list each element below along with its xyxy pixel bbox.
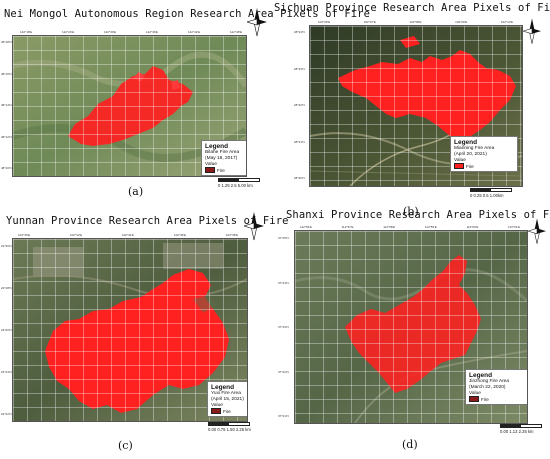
legend-value-label: Value — [469, 391, 481, 397]
panel-d-scale: 0.00 1.13 2.25 km — [500, 424, 542, 434]
legend-date: (April 20, 2021) — [454, 151, 487, 157]
panel-a-top-ticks: 122°18'E 122°24'E 122°30'E 122°36'E 122°42'E… — [20, 30, 242, 34]
panel-d-map: Legend Jinzhong Fire Area (March 22, 202… — [294, 230, 528, 424]
panel-c-label: (c) — [118, 439, 133, 452]
panel-b-map: Legend Mianning Fire Area (April 20, 202… — [309, 25, 523, 187]
panel-c-map: Legend Yuxi Fire Area (April 15, 2021) V… — [12, 238, 248, 422]
legend-name: Yuxi Fire Area — [211, 391, 241, 396]
panel-a-map: Legend Bilahe Fire Area (May 18, 2017) V… — [12, 35, 247, 177]
legend-value-label: Value — [205, 162, 217, 168]
panel-b-scale: 0 0.25 0.5 1.00km — [470, 188, 512, 198]
panel-b-legend: Legend Mianning Fire Area (April 20, 202… — [450, 136, 518, 173]
legend-title: Legend — [211, 384, 235, 391]
panel-a-left-ticks: 48°18'N 48°16'N 48°14'N 48°12'N 48°10'N — [1, 40, 12, 170]
panel-d-label: (d) — [402, 438, 418, 451]
panel-a-title: Nei Mongol Autonomous Region Research Ar… — [4, 8, 371, 20]
legend-class: Fire — [481, 396, 489, 402]
legend-title: Legend — [469, 372, 493, 379]
panel-b-label: (b) — [403, 205, 419, 218]
legend-class: Fire — [217, 167, 225, 173]
panel-b-title: Sichuan Province Research Area Pixels of… — [274, 2, 550, 14]
panel-d-top-ticks: 112°56'E 112°57'E 112°58'E 112°59'E 113°00'E… — [300, 225, 520, 229]
panel-a-label: (a) — [128, 185, 144, 198]
panel-a-imagery — [13, 36, 246, 176]
panel-c-scale: 0.00 0.75 1.50 2.25 km — [208, 422, 251, 432]
legend-name: Jinzhong Fire Area — [469, 379, 509, 384]
legend-class: Fire — [223, 408, 231, 414]
panel-d-left-ticks: 37°25'N 37°24'N 37°23'N 37°22'N 37°21'N — [278, 236, 289, 418]
panel-c-title: Yunnan Province Research Area Pixels of … — [6, 215, 289, 227]
panel-d-legend: Legend Jinzhong Fire Area (March 22, 202… — [465, 369, 527, 406]
legend-name: Mianning Fire Area — [454, 146, 495, 151]
legend-title: Legend — [205, 143, 229, 150]
panel-a-legend: Legend Bilahe Fire Area (May 18, 2017) V… — [201, 140, 246, 176]
legend-date: (March 22, 2020) — [469, 384, 506, 390]
panel-d-fire-area — [345, 255, 481, 393]
panel-c-left-ticks: 24°30'N 24°28'N 24°26'N 24°24'N 24°22'N — [1, 244, 12, 416]
panel-c-legend: Legend Yuxi Fire Area (April 15, 2021) V… — [207, 381, 247, 418]
panel-c-top-ticks: 102°30'E 102°32'E 102°34'E 102°36'E 102°38'E — [18, 233, 238, 237]
panel-a-scale: 0 1.25 2.5 5.00 km — [218, 178, 260, 188]
legend-date: (May 18, 2017) — [205, 155, 238, 161]
legend-class: Fire — [466, 163, 474, 169]
legend-title: Legend — [454, 139, 478, 146]
legend-value-label: Value — [211, 403, 223, 409]
panel-d-title: Shanxi Province Research Area Pixels of … — [286, 209, 550, 221]
legend-date: (April 15, 2021) — [211, 396, 244, 402]
panel-b-top-ticks: 102°06'E 102°07'E 102°08'E 102°09'E 102°10'E — [318, 20, 513, 24]
legend-value-label: Value — [454, 158, 466, 164]
north-arrow-icon — [523, 18, 541, 44]
panel-a-fire-area — [68, 66, 193, 146]
panel-b-left-ticks: 28°34'N 28°33'N 28°32'N 28°31'N 28°30'N — [294, 30, 305, 180]
north-arrow-icon — [528, 218, 546, 244]
panel-b-fire-area — [338, 50, 516, 144]
legend-name: Bilahe Fire Area — [205, 150, 240, 155]
north-arrow-icon — [247, 8, 267, 37]
panel-c-imagery — [13, 239, 247, 421]
panel-c-fire-area — [45, 269, 229, 413]
north-arrow-icon — [244, 212, 264, 241]
